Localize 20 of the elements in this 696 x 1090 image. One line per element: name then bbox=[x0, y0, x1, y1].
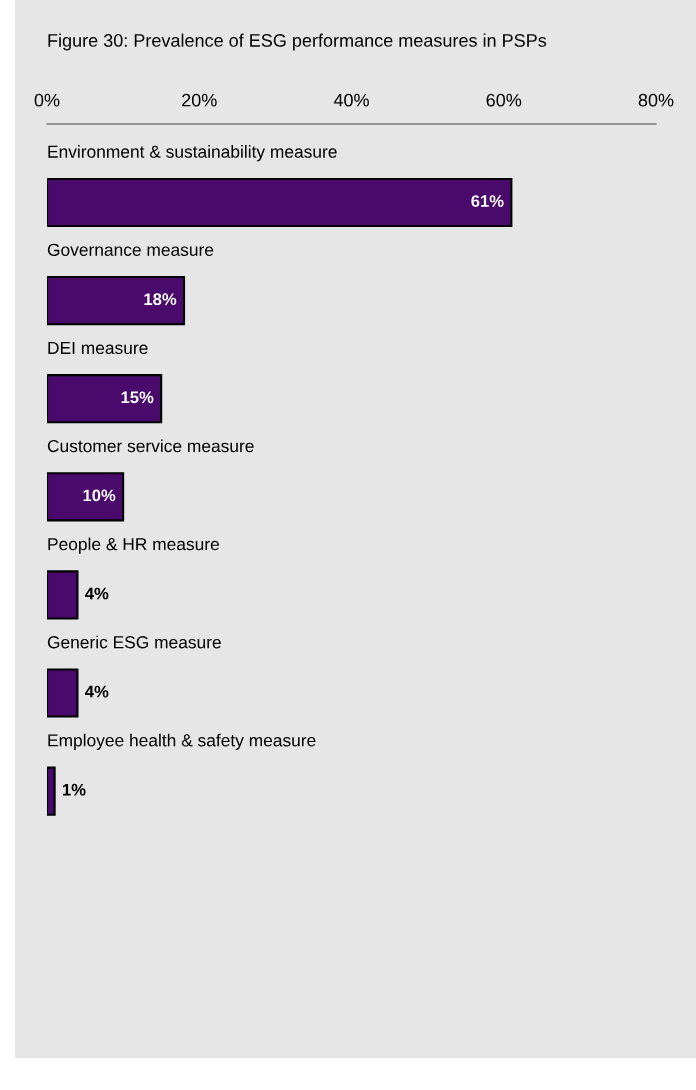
y-tick-label: Generic ESG measure bbox=[47, 635, 221, 649]
y-tick-label: DEI measure bbox=[48, 341, 148, 355]
y-tick-label: Governance measure bbox=[47, 243, 214, 256]
data-label: 15% bbox=[121, 391, 154, 404]
data-label: 4% bbox=[85, 685, 109, 698]
y-tick-label: Customer service measure bbox=[47, 439, 254, 453]
chart-title: Figure 30: Prevalence of ESG performance measures in PSPs bbox=[48, 33, 547, 51]
data-label: 10% bbox=[83, 489, 116, 502]
data-label: 18% bbox=[144, 293, 177, 306]
x-tick-label: 20% bbox=[182, 93, 217, 107]
data-label: 61% bbox=[471, 195, 504, 207]
x-tick-label: 80% bbox=[638, 93, 674, 107]
y-tick-label: Environment & sustainability measure bbox=[48, 145, 337, 162]
y-tick-label: Employee health & safety measure bbox=[48, 733, 316, 750]
x-tick-label: 60% bbox=[486, 93, 522, 107]
x-tick-label: 0% bbox=[34, 93, 60, 107]
data-label: 4% bbox=[85, 587, 109, 600]
x-tick-label: 40% bbox=[333, 93, 369, 107]
y-tick-label: People & HR measure bbox=[48, 537, 219, 554]
data-label: 1% bbox=[62, 783, 86, 796]
